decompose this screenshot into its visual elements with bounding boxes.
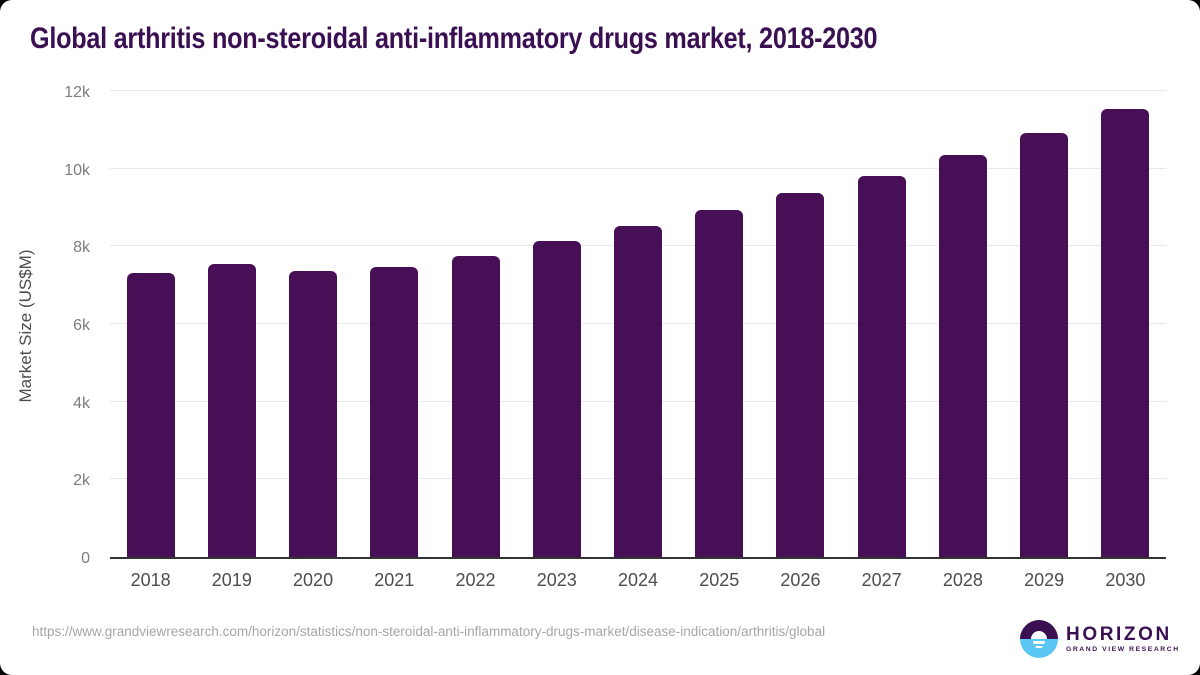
horizon-logo: HORIZON GRAND VIEW RESEARCH — [1020, 620, 1180, 658]
x-tick-label: 2022 — [455, 570, 496, 590]
bar-2021 — [370, 266, 419, 557]
x-tick-label: 2018 — [130, 570, 171, 590]
logo-wordmark: HORIZON GRAND VIEW RESEARCH — [1066, 624, 1180, 654]
source-url: https://www.grandviewresearch.com/horizo… — [32, 624, 826, 639]
x-tick-label: 2029 — [1024, 570, 1065, 590]
bar-2029 — [1020, 132, 1069, 557]
y-tick-label: 10k — [64, 161, 90, 179]
x-tick-label: 2025 — [699, 570, 740, 590]
bar-slot — [597, 93, 678, 557]
y-tick-label: 6k — [73, 317, 90, 334]
bar-slot — [191, 93, 272, 557]
sun-reflection-line — [1033, 641, 1045, 644]
sun-dome-shape — [1031, 631, 1047, 639]
logo-subbrand-text: GRAND VIEW RESEARCH — [1066, 646, 1180, 653]
y-tick-label: 8k — [73, 239, 90, 257]
x-tick-label: 2021 — [374, 570, 415, 590]
x-tick-label: 2023 — [536, 570, 577, 590]
bar-slot — [110, 93, 191, 557]
bar-2024 — [613, 226, 662, 557]
bar-2022 — [451, 255, 500, 557]
bar-2028 — [938, 155, 987, 557]
x-tick-label: 2019 — [211, 570, 252, 590]
x-tick-label: 2020 — [293, 570, 334, 590]
bar-2026 — [776, 192, 825, 557]
gridline — [110, 90, 1166, 91]
bar-2019 — [207, 263, 256, 557]
x-tick-label: 2030 — [1105, 570, 1146, 590]
bar-slot — [841, 93, 922, 557]
y-tick-label: 12k — [64, 84, 90, 101]
bar-slot — [1004, 93, 1085, 557]
logo-brand-text: HORIZON — [1066, 624, 1172, 645]
bar-2027 — [857, 175, 906, 557]
bar-slot — [354, 93, 435, 557]
x-tick-label: 2026 — [780, 570, 821, 590]
horizon-sun-icon — [1020, 620, 1058, 658]
chart-title: Global arthritis non-steroidal anti-infl… — [30, 22, 878, 55]
x-tick-label: 2024 — [617, 570, 658, 590]
x-tick-label: 2028 — [942, 570, 983, 590]
y-tick-label: 2k — [73, 472, 90, 490]
x-tick-label: 2027 — [861, 570, 902, 590]
y-tick-label: 4k — [73, 394, 90, 412]
bar-slot — [922, 93, 1003, 557]
bar-slot — [516, 93, 597, 557]
bar-2023 — [532, 240, 581, 557]
bar-slot — [272, 93, 353, 557]
bar-slot — [679, 93, 760, 557]
bar-slot — [1085, 93, 1166, 557]
plot-area — [110, 90, 1166, 559]
bar-2025 — [695, 209, 744, 557]
sun-reflection-line — [1035, 645, 1043, 648]
gridline — [110, 167, 1166, 169]
bar-slot — [760, 93, 841, 557]
y-tick-label: 0 — [81, 550, 90, 567]
bar-2030 — [1101, 108, 1150, 557]
bar-slot — [435, 93, 516, 557]
bar-2018 — [126, 273, 175, 557]
bar-2020 — [289, 270, 338, 557]
